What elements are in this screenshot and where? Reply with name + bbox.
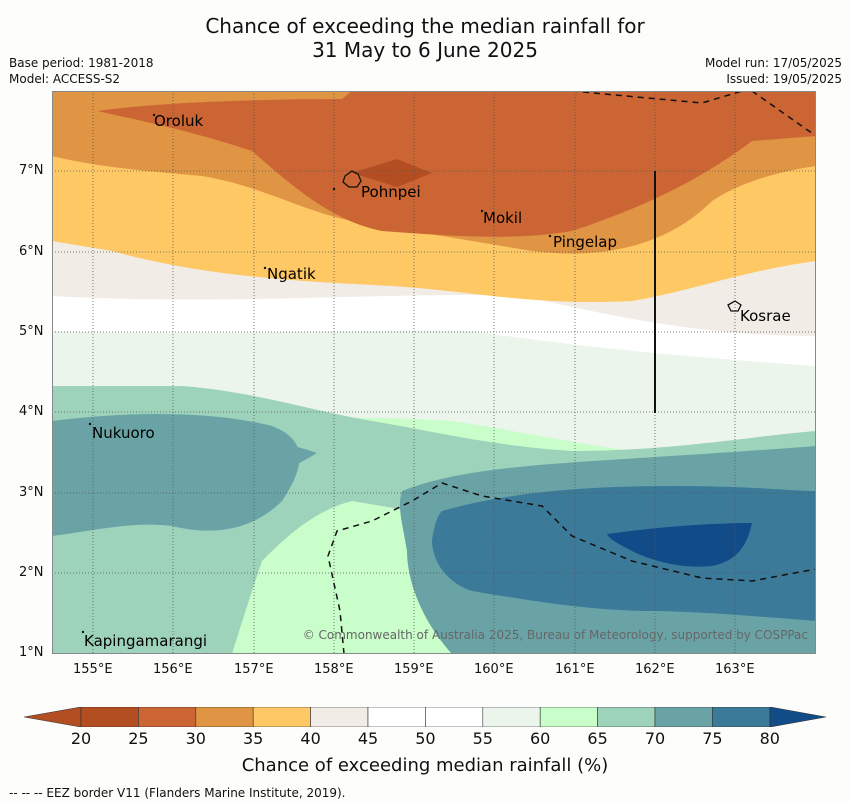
colorbar-tick-label: 75 [702, 729, 723, 748]
colorbar-segment [425, 707, 484, 727]
colorbar-segment [482, 707, 541, 727]
lat-tick-3: 3°N [19, 485, 44, 500]
colorbar-under-arrow [24, 707, 82, 727]
pohnpei-island-outline [342, 170, 362, 188]
colorbar-tick-label: 35 [243, 729, 264, 748]
map-frame [52, 91, 816, 654]
lat-tick-4: 4°N [19, 404, 44, 419]
colorbar-segment [138, 707, 197, 727]
colorbar-label: Chance of exceeding median rainfall (%) [241, 755, 609, 776]
colorbar-segment [367, 707, 426, 727]
lon-tick-161: 161°E [555, 662, 595, 677]
place-label-kosrae: Kosrae [740, 307, 791, 325]
lon-tick-160: 160°E [474, 662, 514, 677]
colorbar-segment [310, 707, 369, 727]
lon-tick-162: 162°E [635, 662, 675, 677]
lat-tick-1: 1°N [19, 645, 44, 660]
lon-tick-163: 163°E [715, 662, 755, 677]
eez-footnote: -- -- -- EEZ border V11 (Flanders Marine… [9, 786, 346, 800]
colorbar-tick-label: 25 [128, 729, 149, 748]
copyright-text: © Commonwealth of Australia 2025, Bureau… [303, 628, 808, 642]
colorbar-segment [80, 707, 139, 727]
place-label-pohnpei: Pohnpei [361, 183, 421, 201]
lon-tick-159: 159°E [394, 662, 434, 677]
colorbar-tick-label: 70 [644, 729, 666, 748]
place-label-ngatik: Ngatik [267, 265, 316, 283]
place-label-pingelap: Pingelap [553, 233, 617, 251]
model-run-text: Model run: 17/05/2025 [704, 56, 842, 70]
lon-tick-156: 156°E [153, 662, 193, 677]
lat-tick-7: 7°N [19, 163, 44, 178]
colorbar-tick-label: 50 [415, 729, 436, 748]
eez-border [327, 91, 816, 654]
colorbar-tick-label: 55 [472, 729, 493, 748]
colorbar-segment [195, 707, 254, 727]
issued-text: Issued: 19/05/2025 [726, 72, 842, 86]
colorbar-tick-label: 20 [70, 729, 92, 748]
island-markers [81, 113, 552, 634]
model-text: Model: ACCESS-S2 [9, 72, 121, 86]
colorbar-segment [539, 707, 598, 727]
place-label-mokil: Mokil [483, 209, 522, 227]
colorbar-tick-label: 65 [587, 729, 608, 748]
colorbar-over-arrow [769, 707, 827, 727]
map-title-line1: Chance of exceeding the median rainfall … [205, 14, 645, 38]
colorbar [24, 707, 827, 727]
lon-tick-155: 155°E [73, 662, 113, 677]
place-labels: Oroluk Pohnpei Mokil Pingelap Ngatik Kos… [84, 112, 791, 650]
place-label-nukuoro: Nukuoro [92, 424, 155, 442]
colorbar-segment [712, 707, 771, 727]
colorbar-segment [654, 707, 713, 727]
base-period-text: Base period: 1981-2018 [9, 56, 154, 70]
colorbar-tick-label: 60 [530, 729, 551, 748]
lon-tick-157: 157°E [234, 662, 274, 677]
rainfall-map: Oroluk Pohnpei Mokil Pingelap Ngatik Kos… [52, 91, 816, 654]
colorbar-tick-label: 40 [300, 729, 321, 748]
map-title-line2: 31 May to 6 June 2025 [312, 38, 538, 62]
colorbar-tick-label: 30 [185, 729, 206, 748]
kosrae-island-outline [727, 300, 742, 312]
colorbar-segments [80, 707, 771, 727]
lat-tick-2: 2°N [19, 565, 44, 580]
lat-tick-5: 5°N [19, 324, 44, 339]
rainfall-contours [52, 91, 816, 654]
lon-tick-158: 158°E [314, 662, 354, 677]
place-label-oroluk: Oroluk [154, 112, 203, 130]
colorbar-tick-label: 45 [357, 729, 379, 748]
lat-tick-6: 6°N [19, 244, 44, 259]
colorbar-tick-label: 80 [759, 729, 780, 748]
colorbar-segment [597, 707, 656, 727]
colorbar-segment [252, 707, 311, 727]
place-label-kapingamarangi: Kapingamarangi [84, 632, 207, 650]
